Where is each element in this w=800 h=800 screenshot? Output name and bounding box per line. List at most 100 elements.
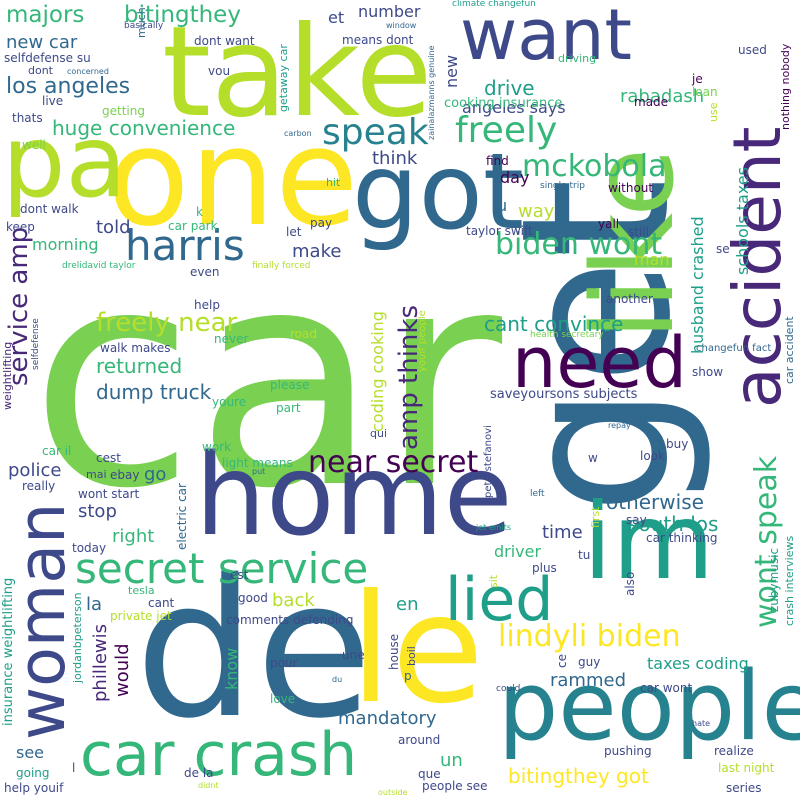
word-dump-truck: dump truck	[96, 380, 212, 404]
word-los-angeles: los angeles	[6, 74, 131, 99]
word-insurance-weightlifting: insurance weightlifting	[1, 577, 16, 726]
word-means-dont: means dont	[342, 33, 414, 47]
word-un: un	[440, 750, 463, 771]
word-car: car	[30, 205, 503, 554]
word-selfdefense: selfdefense	[31, 318, 41, 370]
word-lied: lied	[445, 565, 554, 635]
word-car-park: car park	[168, 219, 218, 233]
word-people-see: people see	[422, 779, 488, 793]
word-even: even	[190, 265, 220, 279]
word-first: first	[589, 506, 602, 529]
word-peterstefanovi: peterstefanovi	[483, 425, 494, 498]
word-car-accident: car accident	[783, 316, 796, 384]
word-new: new	[442, 54, 461, 88]
word-drelidavid-taylor: drelidavid taylor	[62, 261, 136, 271]
word-p: p	[404, 669, 412, 683]
word-cant: cant	[148, 596, 175, 610]
word-pushing: pushing	[604, 744, 652, 758]
word-se: se	[716, 242, 730, 256]
word-boil: boil	[405, 646, 418, 666]
word-walk-makes: walk makes	[100, 341, 171, 355]
word-today: today	[72, 541, 107, 555]
word-qui: qui	[370, 427, 388, 440]
word-du: du	[332, 675, 343, 684]
word-man: man	[634, 250, 670, 269]
word-selfdefense-su: selfdefense su	[4, 51, 91, 65]
word-time: time	[542, 522, 583, 543]
word-zubymusic: zubymusic	[767, 547, 781, 612]
word-le: le	[350, 563, 484, 737]
word-think: think	[372, 148, 418, 169]
word-find: find	[486, 154, 509, 168]
word-rabadash: rabadash	[620, 86, 705, 107]
word-house: house	[387, 633, 401, 670]
word-put: put	[252, 467, 266, 476]
word-know: know	[222, 647, 241, 690]
word-outside: outside	[378, 788, 408, 797]
word-please: please	[270, 378, 310, 392]
word-pa: pa	[2, 103, 127, 220]
word-say: say	[626, 513, 647, 527]
word-without: without	[608, 181, 654, 195]
word-youre: youre	[212, 395, 247, 409]
word-bitingthey-got: bitingthey got	[508, 764, 649, 788]
word-im: im	[583, 481, 715, 603]
word-freely: freely	[455, 110, 558, 151]
word-health-secretary: health secretary	[530, 330, 604, 340]
word-keep: keep	[6, 220, 35, 234]
word-ce: ce	[555, 654, 569, 668]
word-hit: hit	[326, 176, 341, 189]
word-take: take	[162, 0, 433, 145]
word-car-il: car il	[42, 444, 72, 458]
word-still: still	[628, 225, 649, 239]
word-schools-taxes: schools taxes	[733, 167, 752, 275]
word-otherwise: otherwise	[606, 490, 704, 514]
word-wont-start: wont start	[78, 487, 140, 501]
word-never: never	[214, 332, 249, 346]
word-plus: plus	[532, 561, 557, 575]
word-climate-changefun: climate changefun	[452, 0, 536, 9]
word-youif-people: youif people	[417, 310, 428, 372]
word-new-car: new car	[6, 32, 78, 53]
word-yall: yall	[598, 217, 620, 231]
word-changefun-fact: changefun fact	[696, 343, 772, 354]
word-coding-cooking: coding cooking	[368, 311, 387, 432]
word-est: est	[230, 568, 249, 582]
word-light-means: light means	[222, 456, 293, 470]
word-dont-walk: dont walk	[20, 202, 79, 216]
word-carbon: carbon	[284, 129, 312, 138]
word-mckobola: mckobola	[522, 149, 667, 184]
word-could: could	[496, 684, 521, 694]
word-look: look	[640, 449, 665, 463]
word-crash-interviews: crash interviews	[783, 535, 796, 626]
word-south-los: south los	[628, 512, 719, 536]
word-left: left	[530, 489, 545, 499]
word-speak: speak	[322, 112, 429, 153]
word-well: well	[22, 138, 46, 152]
word-going: going	[16, 766, 50, 780]
word-another: another	[606, 292, 653, 306]
word-live: live	[42, 94, 64, 108]
word-make: make	[292, 241, 342, 262]
word-used: used	[738, 43, 767, 57]
word-harris: harris	[125, 221, 245, 270]
word-w: w	[588, 451, 598, 465]
word-en: en	[396, 594, 419, 615]
word-right: right	[112, 526, 155, 547]
word-one: one	[107, 99, 359, 256]
word-u: u	[497, 196, 508, 215]
word-good: good	[238, 591, 268, 605]
word-cooking-insurance: cooking insurance	[444, 96, 563, 111]
word-la: la	[86, 594, 103, 615]
word-freely-near: freely near	[96, 308, 238, 338]
word-taxes-coding: taxes coding	[647, 654, 749, 673]
word-morning: morning	[32, 235, 99, 254]
word-show: show	[692, 365, 724, 379]
word-de: de	[135, 539, 373, 760]
word-driving: driving	[558, 52, 597, 65]
word-stop: stop	[78, 501, 117, 522]
word-made: made	[634, 95, 669, 109]
word-taylor-swift: taylor swift	[466, 224, 533, 238]
word-see: see	[16, 743, 45, 762]
